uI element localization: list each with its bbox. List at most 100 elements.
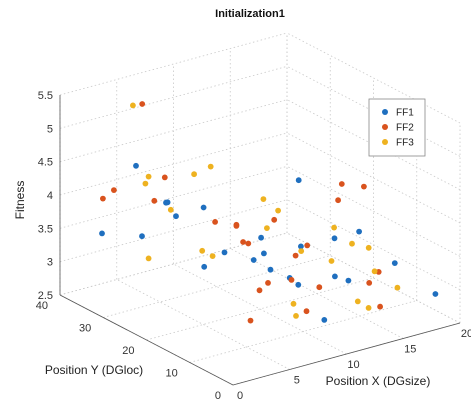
data-point-ff2 [212, 219, 219, 225]
data-point-ff2 [139, 101, 146, 107]
data-point-ff2 [292, 252, 299, 259]
z-tick-label: 5 [47, 123, 53, 135]
data-point-ff3 [142, 180, 149, 187]
grid-line [189, 300, 417, 363]
data-point-ff3 [328, 258, 335, 264]
grid-line [59, 99, 288, 163]
tick-labels: 0 5 10 15 20 0 10 20 30 402.5 3 3.5 4 4.5 5 5.5 [36, 90, 471, 402]
grid-line [59, 132, 288, 196]
data-point-ff2 [245, 240, 252, 247]
data-point-ff3 [371, 268, 378, 275]
x-axis-label: Position X (DGsize) [326, 374, 431, 388]
y-tick-label: 30 [79, 323, 91, 335]
data-point-ff1 [321, 317, 328, 323]
x-tick-label: 5 [294, 375, 300, 387]
data-point-ff1 [332, 273, 338, 280]
data-point-ff2 [366, 280, 373, 286]
data-point-ff3 [293, 313, 299, 319]
grid [59, 32, 461, 386]
grid-line [286, 65, 461, 157]
x-tick-label: 10 [347, 359, 359, 371]
grid-line [103, 255, 331, 318]
y-tick-label: 0 [215, 390, 221, 402]
z-axis-label: Fitness [13, 181, 27, 220]
z-tick-label: 2.5 [38, 290, 53, 302]
x-tick-label: 15 [404, 344, 416, 356]
data-point-ff1 [133, 162, 139, 169]
grid-line [146, 277, 374, 341]
y-tick-label: 10 [166, 368, 178, 380]
data-point-ff2 [316, 284, 323, 291]
data-point-ff2 [100, 195, 106, 202]
data-point-ff2 [247, 317, 254, 324]
x-axis-line [232, 322, 461, 386]
data-point-ff1 [356, 228, 362, 235]
data-point-ff1 [201, 263, 208, 270]
data-point-ff1 [139, 233, 145, 240]
data-point-ff3 [145, 255, 152, 262]
data-point-ff1 [391, 260, 398, 266]
data-point-ff2 [271, 216, 278, 223]
grid-line [286, 165, 461, 257]
grid-line [59, 32, 288, 96]
legend-label-ff3: FF3 [396, 138, 414, 149]
data-point-ff1 [261, 250, 267, 257]
data-point-ff2 [361, 183, 367, 190]
y-tick-label: 40 [36, 300, 48, 312]
data-point-ff3 [331, 224, 337, 231]
data-point-ff2 [161, 174, 168, 181]
grid-line [286, 232, 461, 324]
data-point-ff1 [173, 213, 179, 220]
legend-box [368, 98, 426, 157]
data-point-ff2 [304, 242, 311, 249]
data-point-ff2 [377, 303, 383, 310]
grid-line [286, 32, 461, 124]
y-axis-line [59, 294, 234, 386]
data-point-ff1 [258, 234, 264, 241]
data-point-ff1 [200, 204, 207, 211]
z-tick-label: 3 [47, 257, 53, 269]
legend-label-ff2: FF2 [396, 123, 414, 134]
data-point-ff3 [354, 298, 361, 305]
data-point-ff1 [163, 199, 169, 206]
chart-title: Initialization1 [215, 8, 285, 20]
data-point-ff3 [275, 207, 281, 214]
data-point-ff3 [207, 163, 214, 170]
x-tick-label: 20 [461, 328, 471, 340]
data-point-ff1 [221, 249, 228, 256]
data-point-ff3 [394, 284, 401, 291]
data-point-ff1 [331, 235, 338, 242]
data-point-ff1 [295, 281, 302, 288]
z-tick-label: 5.5 [38, 90, 53, 102]
data-point-ff2 [233, 223, 240, 229]
data-point-ff1 [267, 266, 274, 273]
legend-marker-ff1 [382, 109, 388, 115]
data-point-ff2 [151, 197, 158, 204]
data-point-ff3 [264, 225, 270, 232]
data-point-ff3 [365, 305, 372, 311]
data-point-ff2 [303, 308, 310, 315]
grid-line [59, 165, 288, 229]
data-point-ff2 [265, 280, 271, 286]
legend-marker-ff3 [382, 139, 388, 145]
grid-line [286, 132, 461, 224]
z-tick-label: 3.5 [38, 223, 53, 235]
data-point-ff3 [145, 173, 152, 180]
data-point-ff2 [111, 187, 117, 194]
data-point-ff2 [338, 181, 345, 187]
grid-line [230, 248, 404, 339]
data-point-ff1 [345, 277, 352, 284]
data-point-ff1 [298, 243, 304, 250]
data-point-ff3 [298, 248, 305, 255]
grid-line [59, 199, 288, 263]
y-axis-label: Position Y (DGloc) [45, 363, 143, 377]
data-point-ff3 [199, 247, 206, 254]
data-point-ff1 [295, 177, 302, 184]
data-point-ff3 [209, 253, 216, 259]
data-point-ff2 [288, 277, 295, 283]
grid-line [116, 279, 290, 370]
legend-marker-ff2 [382, 124, 388, 130]
data-point-ff3 [260, 196, 267, 203]
data-point-ff3 [167, 206, 174, 213]
